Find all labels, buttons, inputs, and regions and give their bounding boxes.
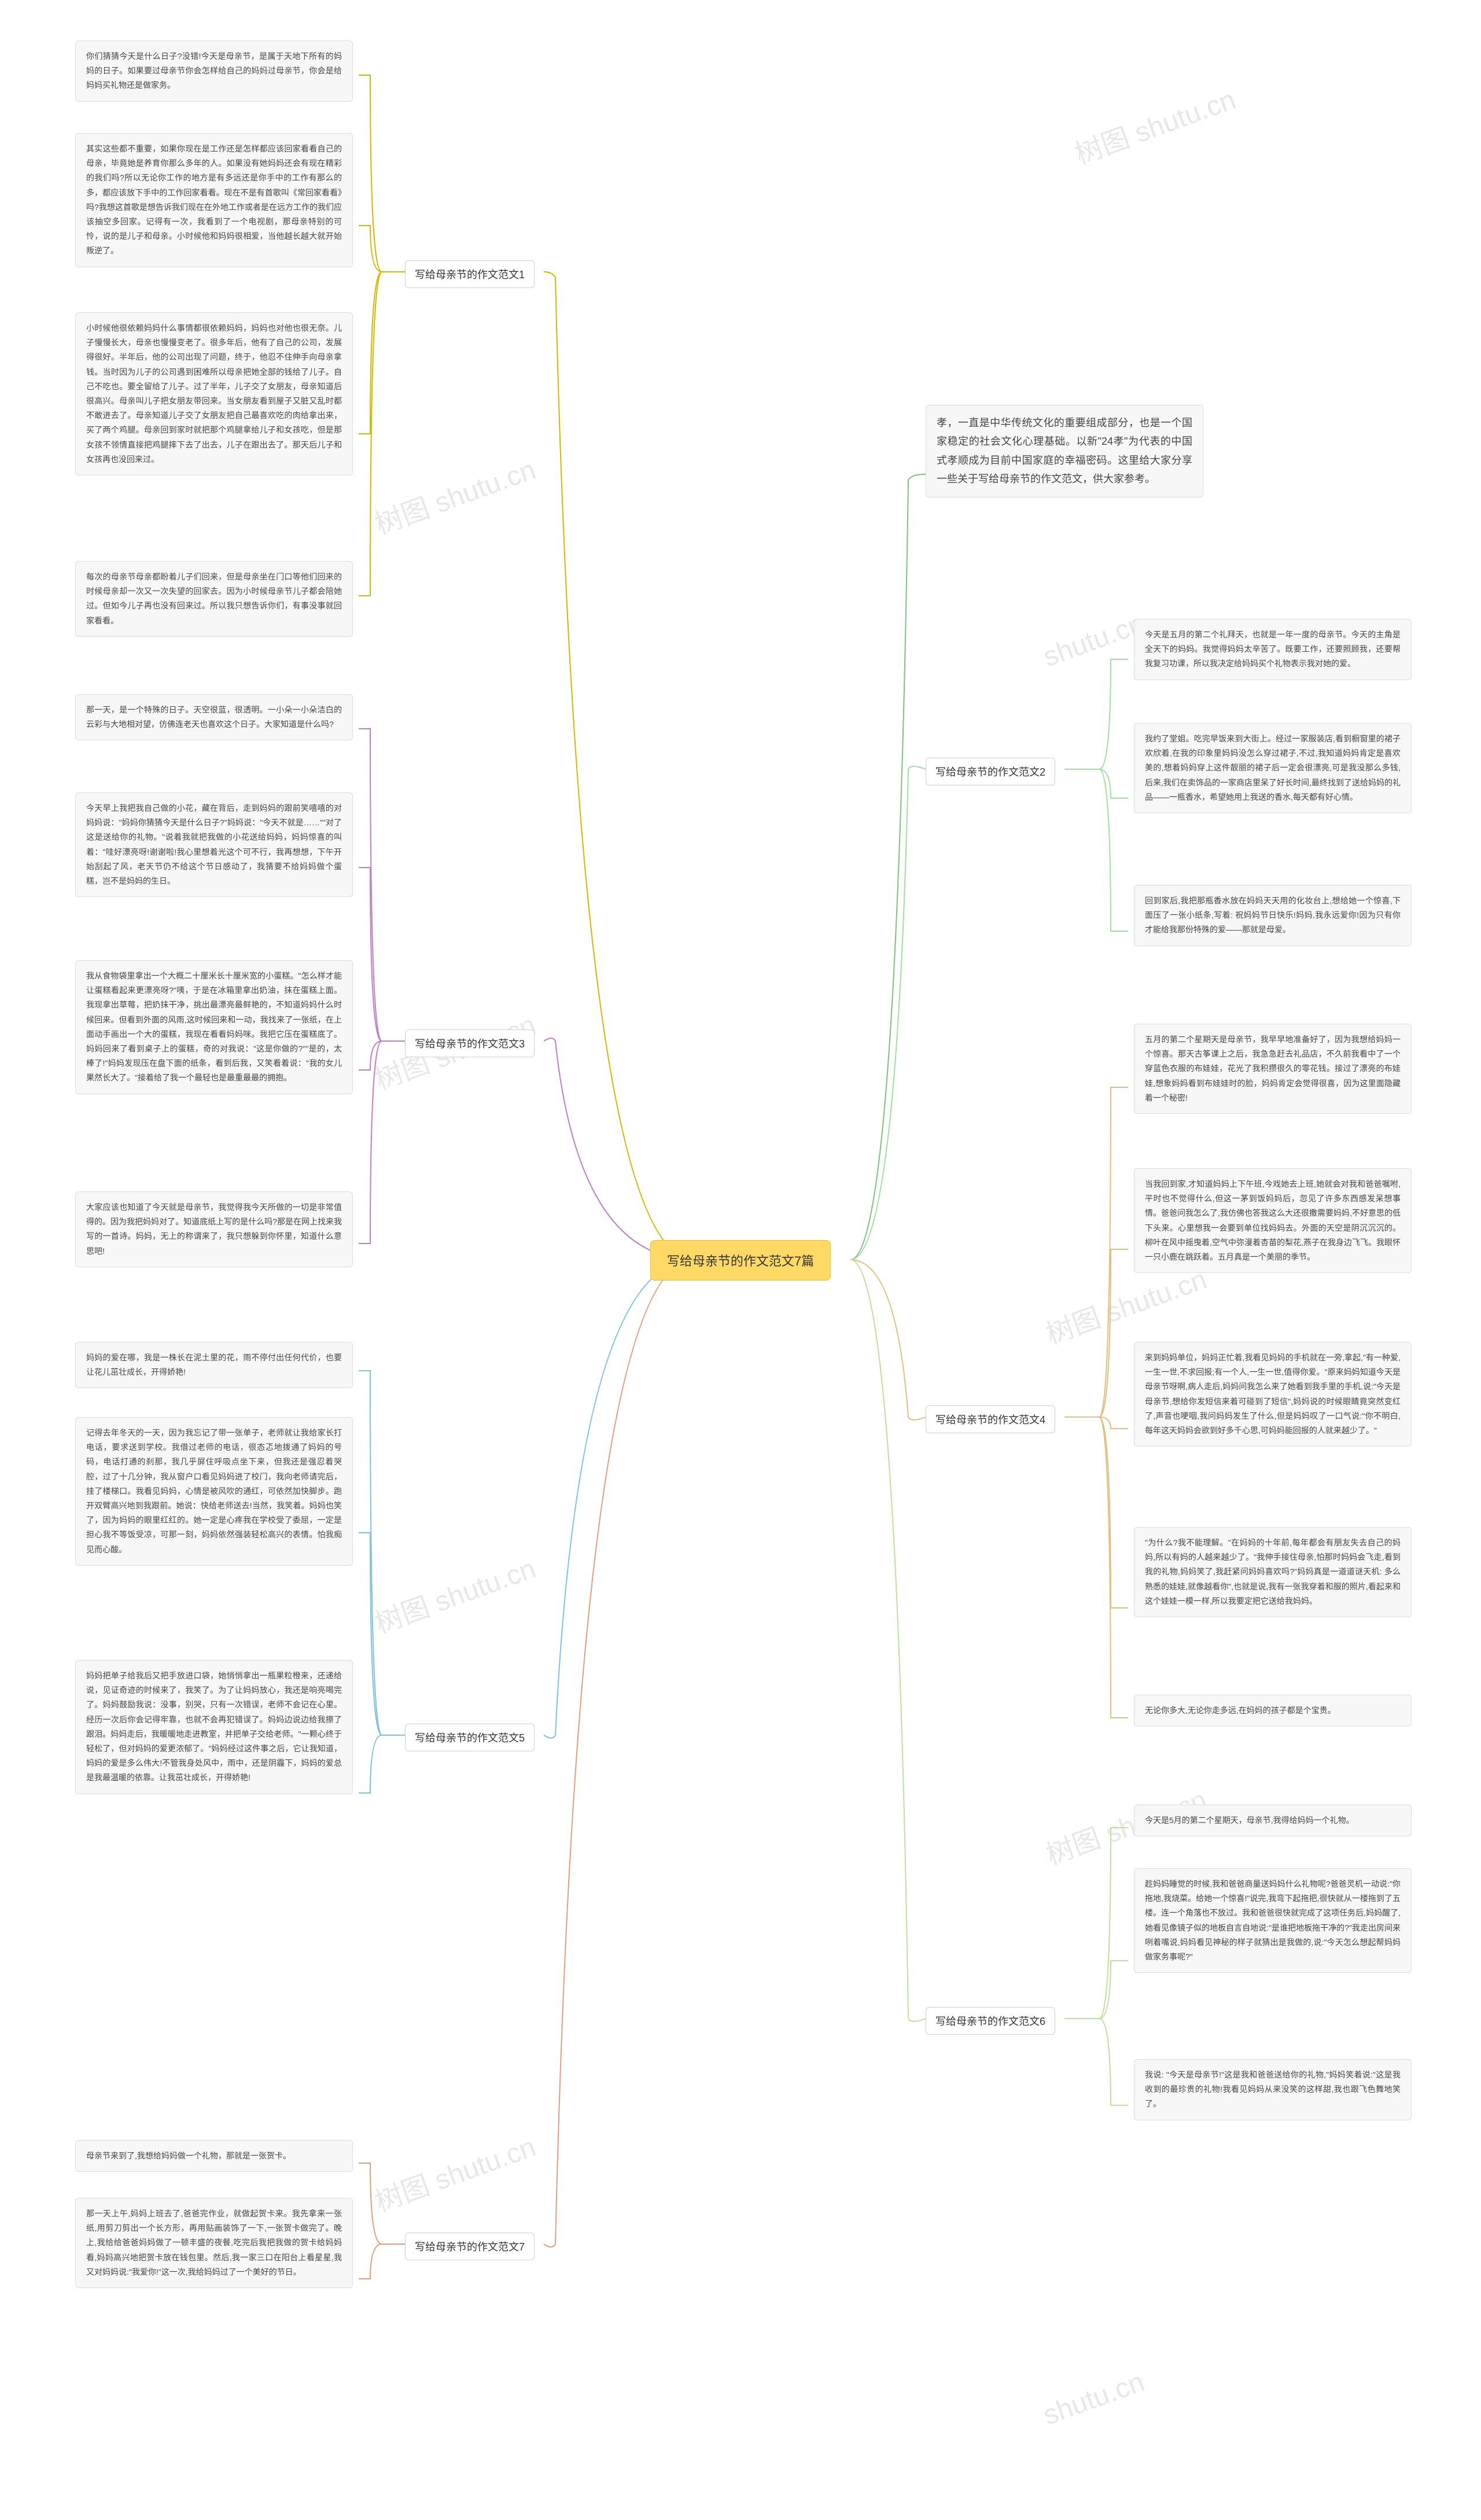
watermark: 树图 shutu.cn bbox=[369, 1545, 540, 1641]
branch-label-5[interactable]: 写给母亲节的作文范文5 bbox=[405, 1724, 535, 1751]
content-box: 今天早上我把我自己做的小花，藏在背后，走到妈妈的跟前笑嘻嘻的对妈妈说："妈妈你猜… bbox=[75, 792, 353, 897]
branch-label-1[interactable]: 写给母亲节的作文范文1 bbox=[405, 260, 535, 288]
content-box: 今天是五月的第二个礼拜天，也就是一年一度的母亲节。今天的主角是全天下的妈妈。我觉… bbox=[1134, 619, 1412, 680]
watermark: 树图 shutu.cn bbox=[369, 2124, 540, 2219]
content-box: 当我回到家,才知道妈妈上下午班,今戏她去上班,她就会对我和爸爸嘱咐,平时也不觉得… bbox=[1134, 1168, 1412, 1273]
content-box: 每次的母亲节母亲都盼着儿子们回来，但是母亲坐在门口等他们回来的时候母亲却一次又一… bbox=[75, 561, 353, 637]
branch-label-2[interactable]: 写给母亲节的作文范文2 bbox=[926, 758, 1055, 785]
content-box: 五月的第二个星期天是母亲节，我早早地准备好了，因为我想给妈妈一个惊喜。那天古筝课… bbox=[1134, 1024, 1412, 1114]
content-box: 那一天，是一个特殊的日子。天空很蓝，很透明。一小朵一小朵洁白的云彩与大地相对望，… bbox=[75, 694, 353, 740]
watermark: shutu.cn bbox=[1039, 2366, 1148, 2432]
center-topic[interactable]: 写给母亲节的作文范文7篇 bbox=[650, 1240, 831, 1281]
branch-label-7[interactable]: 写给母亲节的作文范文7 bbox=[405, 2233, 535, 2260]
content-box: 我约了堂姐。吃完早饭来到大街上。经过一家服装店,看到橱窗里的裙子欢欣着,在我的印… bbox=[1134, 723, 1412, 813]
content-box: 妈妈的爱在哪，我是一株长在泥土里的花，雨不停付出任何代价，也要让花儿茁壮成长，开… bbox=[75, 1342, 353, 1388]
branch-label-6[interactable]: 写给母亲节的作文范文6 bbox=[926, 2007, 1055, 2035]
intro-box: 孝，一直是中华传统文化的重要组成部分，也是一个国家稳定的社会文化心理基础。以新"… bbox=[926, 405, 1203, 497]
content-box: "为什么?我不能理解。"在妈妈的十年前,每年都会有朋友失去自己的妈妈,所以有妈的… bbox=[1134, 1527, 1412, 1617]
branch-label-3[interactable]: 写给母亲节的作文范文3 bbox=[405, 1030, 535, 1057]
content-box: 今天是5月的第二个星期天，母亲节,我得给妈妈一个礼物。 bbox=[1134, 1805, 1412, 1836]
watermark: 树图 shutu.cn bbox=[369, 447, 540, 542]
content-box: 母亲节来到了,我想给妈妈做一个礼物，那就是一张贺卡。 bbox=[75, 2140, 353, 2172]
content-box: 无论你多大,无论你走多远,在妈妈的孩子都是个宝贵。 bbox=[1134, 1695, 1412, 1726]
content-box: 那一天上午,妈妈上班去了,爸爸完作业，就做起贺卡来。我先拿来一张纸,用剪刀剪出一… bbox=[75, 2198, 353, 2288]
content-box: 记得去年冬天的一天，因为我忘记了带一张单子，老师就让我给家长打电话，要求送到学校… bbox=[75, 1417, 353, 1566]
content-box: 妈妈把单子给我后又把手放进口袋，她悄悄拿出一瓶果粒橙来，还递给说，见证奇迹的时候… bbox=[75, 1660, 353, 1794]
center-title: 写给母亲节的作文范文7篇 bbox=[667, 1254, 814, 1268]
content-box: 我从食物袋里拿出一个大概二十厘米长十厘米宽的小蛋糕。"怎么样才能让蛋糕看起来更漂… bbox=[75, 960, 353, 1094]
branch-label-4[interactable]: 写给母亲节的作文范文4 bbox=[926, 1405, 1055, 1433]
watermark: 树图 shutu.cn bbox=[1069, 76, 1240, 172]
content-box: 我说: "今天是母亲节!"这是我和爸爸送给你的礼物,"妈妈笑着说:"这是我收到的… bbox=[1134, 2059, 1412, 2120]
content-box: 大家应该也知道了今天就是母亲节，我觉得我今天所做的一切是非常值得的。因为我把妈妈… bbox=[75, 1191, 353, 1267]
content-box: 小时候他很依赖妈妈什么事情都很依赖妈妈，妈妈也对他也很无奈。儿子慢慢长大，母亲也… bbox=[75, 312, 353, 475]
content-box: 趁妈妈睡觉的时候,我和爸爸商量送妈妈什么礼物呢?爸爸灵机一动说:"你拖地,我烧菜… bbox=[1134, 1868, 1412, 1973]
content-box: 回到家后,我把那瓶香水放在妈妈天天用的化妆台上,想给她一个惊喜,下面压了一张小纸… bbox=[1134, 885, 1412, 946]
content-box: 你们猜猜今天是什么日子?没错!今天是母亲节，是属于天地下所有的妈妈的日子。如果要… bbox=[75, 40, 353, 102]
watermark: shutu.cn bbox=[1039, 608, 1148, 674]
content-box: 其实这些都不重要，如果你现在是工作还是怎样都应该回家看看自己的母亲，毕竟她是养育… bbox=[75, 133, 353, 267]
content-box: 来到妈妈单位，妈妈正忙着,我看见妈妈的手机就在一旁,拿起,"有一种爱,一生一世,… bbox=[1134, 1342, 1412, 1447]
